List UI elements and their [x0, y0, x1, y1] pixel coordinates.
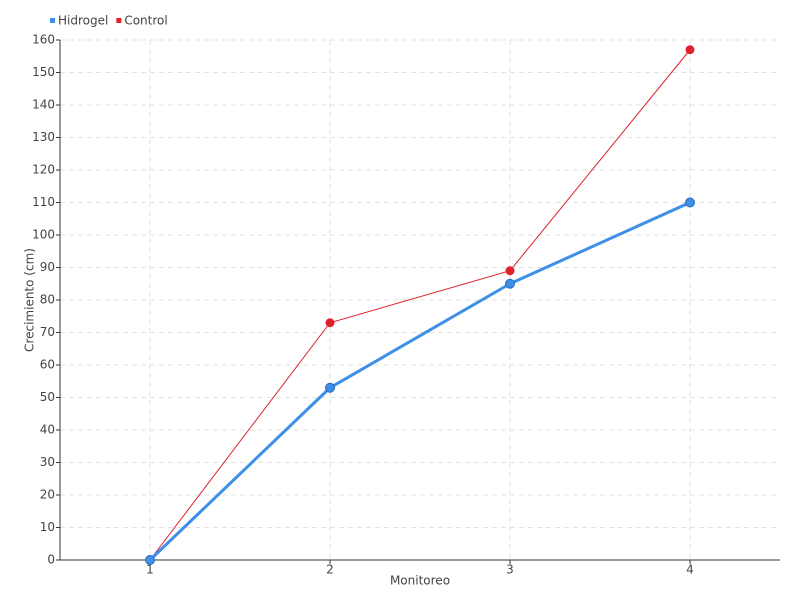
- x-tick-label: 1: [146, 563, 154, 577]
- y-tick-label: 20: [40, 488, 55, 502]
- series-line: [149, 49, 691, 561]
- y-tick-label: 40: [40, 423, 55, 437]
- y-tick-label: 70: [40, 325, 55, 339]
- y-tick-label: 60: [40, 358, 55, 372]
- y-tick-label: 130: [32, 130, 55, 144]
- x-tick-label: 2: [326, 563, 334, 577]
- data-point: [325, 382, 335, 393]
- y-tick-label: 160: [32, 33, 55, 47]
- y-tick-label: 100: [32, 228, 55, 242]
- data-point: [325, 318, 335, 328]
- y-tick-label: 30: [40, 455, 55, 469]
- y-tick-label: 50: [40, 390, 55, 404]
- series-line: [148, 201, 691, 562]
- x-tick-label: 4: [686, 563, 694, 577]
- y-tick-label: 0: [47, 553, 55, 567]
- y-tick-label: 120: [32, 163, 55, 177]
- x-axis-label: Monitoreo: [390, 574, 450, 588]
- legend-label: Control: [124, 14, 167, 28]
- data-point: [505, 266, 515, 276]
- data-point: [505, 278, 515, 289]
- y-tick-label: 150: [32, 65, 55, 79]
- y-tick-label: 90: [40, 260, 55, 274]
- y-tick-label: 140: [32, 98, 55, 112]
- y-axis-label: Crecimiento (cm): [23, 248, 37, 352]
- legend-swatch: [50, 18, 55, 23]
- legend-swatch: [116, 18, 122, 23]
- legend-label: Hidrogel: [58, 14, 108, 28]
- y-tick-label: 80: [40, 293, 55, 307]
- data-point: [145, 555, 155, 565]
- x-tick-label: 3: [506, 563, 514, 577]
- data-point: [685, 197, 695, 208]
- data-point: [685, 45, 695, 55]
- y-tick-label: 10: [40, 520, 55, 534]
- y-tick-label: 110: [32, 195, 55, 209]
